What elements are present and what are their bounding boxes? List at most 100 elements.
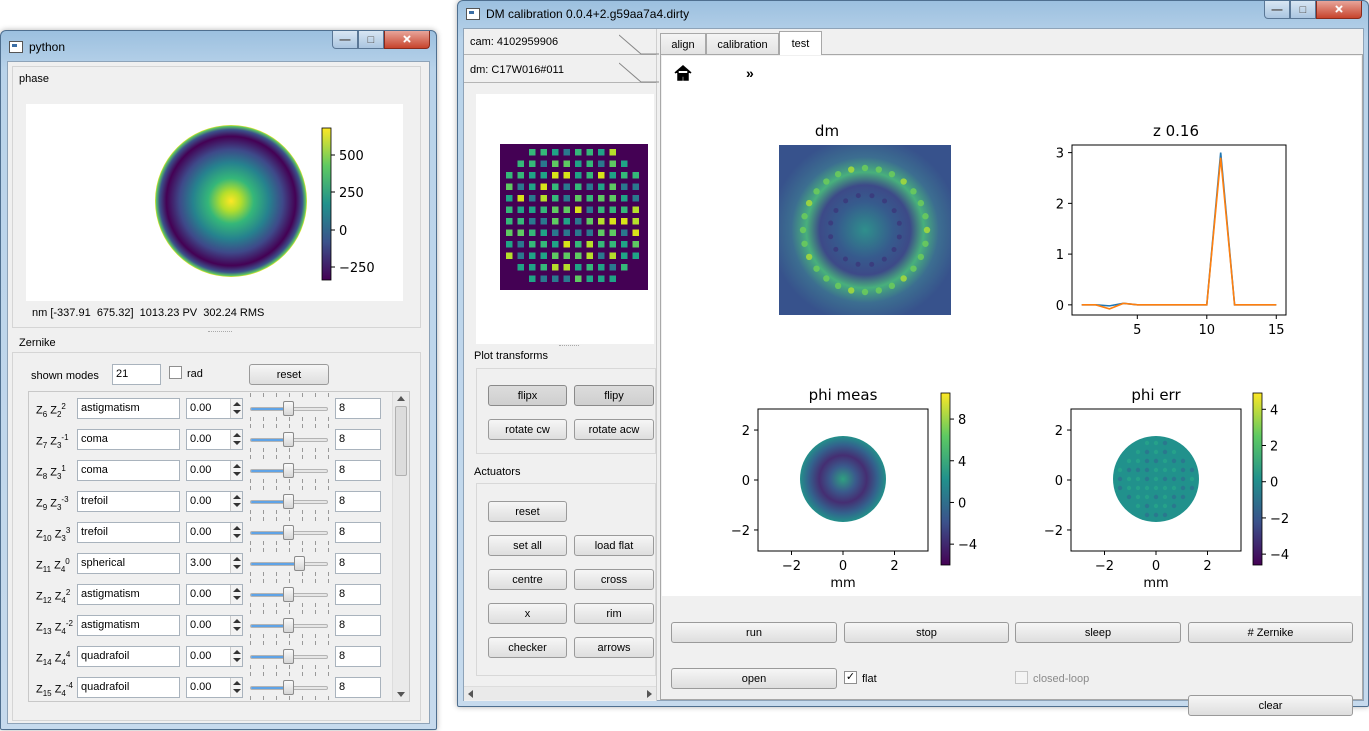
spin-arrows-icon[interactable] (230, 616, 242, 635)
flat-checkbox[interactable]: ✓ (844, 671, 857, 684)
shown-modes-input[interactable]: 21 (112, 364, 161, 385)
mode-value-spinbox[interactable]: 0.00 (186, 646, 243, 667)
mode-max-input[interactable]: 8 (335, 646, 381, 667)
vertical-scrollbar[interactable] (392, 392, 409, 701)
mode-max-input[interactable]: 8 (335, 429, 381, 450)
mode-slider[interactable] (250, 525, 328, 540)
mode-value-spinbox[interactable]: 0.00 (186, 491, 243, 512)
tab-align[interactable]: align (660, 33, 706, 55)
mode-value-spinbox[interactable]: 0.00 (186, 522, 243, 543)
stop-button[interactable]: stop (844, 622, 1009, 643)
mode-slider[interactable] (250, 432, 328, 447)
slider-handle[interactable] (283, 649, 294, 664)
slider-handle[interactable] (283, 587, 294, 602)
mode-max-input[interactable]: 8 (335, 522, 381, 543)
closed-loop-checkbox[interactable] (1015, 671, 1028, 684)
maximize-button[interactable]: □ (1290, 1, 1316, 19)
scroll-right-arrow[interactable] (647, 690, 652, 698)
rotate-acw-button[interactable]: rotate acw (574, 419, 654, 440)
mode-value-spinbox[interactable]: 0.00 (186, 398, 243, 419)
sleep-button[interactable]: sleep (1015, 622, 1181, 643)
slider-handle[interactable] (283, 494, 294, 509)
close-button[interactable]: ✕ (1316, 1, 1362, 19)
mode-value-spinbox[interactable]: 0.00 (186, 615, 243, 636)
spin-arrows-icon[interactable] (230, 399, 242, 418)
mode-name-input[interactable]: coma (77, 429, 180, 450)
mode-slider[interactable] (250, 494, 328, 509)
mode-slider[interactable] (250, 401, 328, 416)
mode-max-input[interactable]: 8 (335, 584, 381, 605)
load-flat-button[interactable]: load flat (574, 535, 654, 556)
scroll-down-arrow[interactable] (397, 692, 405, 697)
close-button[interactable]: ✕ (384, 31, 430, 49)
mode-name-input[interactable]: trefoil (77, 522, 180, 543)
cross-button[interactable]: cross (574, 569, 654, 590)
mode-name-input[interactable]: astigmatism (77, 615, 180, 636)
slider-handle[interactable] (293, 556, 305, 571)
mode-value-spinbox[interactable]: 0.00 (186, 460, 243, 481)
mode-value-spinbox[interactable]: 0.00 (186, 429, 243, 450)
mode-name-input[interactable]: quadrafoil (77, 646, 180, 667)
slider-handle[interactable] (283, 432, 294, 447)
mode-name-input[interactable]: astigmatism (77, 398, 180, 419)
flipx-button[interactable]: flipx (488, 385, 567, 406)
mode-slider[interactable] (250, 618, 328, 633)
spin-arrows-icon[interactable] (230, 523, 242, 542)
home-icon[interactable] (673, 64, 693, 82)
actuators-reset-button[interactable]: reset (488, 501, 567, 522)
mode-name-input[interactable]: spherical (77, 553, 180, 574)
mode-value-spinbox[interactable]: 0.00 (186, 584, 243, 605)
reset-button[interactable]: reset (249, 364, 329, 385)
mode-slider[interactable] (250, 556, 328, 571)
spin-arrows-icon[interactable] (230, 461, 242, 480)
mode-max-input[interactable]: 8 (335, 491, 381, 512)
x-button[interactable]: x (488, 603, 567, 624)
splitter-handle[interactable] (208, 331, 232, 333)
centre-button[interactable]: centre (488, 569, 567, 590)
mode-value-spinbox[interactable]: 0.00 (186, 677, 243, 698)
scroll-left-arrow[interactable] (468, 690, 473, 698)
splitter-handle[interactable] (559, 345, 579, 346)
cam-tab[interactable]: cam: 4102959906 (464, 29, 659, 55)
mode-slider[interactable] (250, 649, 328, 664)
mode-slider[interactable] (250, 587, 328, 602)
slider-handle[interactable] (283, 680, 294, 695)
clear-button[interactable]: clear (1188, 695, 1353, 716)
spin-arrows-icon[interactable] (230, 585, 242, 604)
toolbar-more-icon[interactable]: » (746, 65, 754, 81)
flipy-button[interactable]: flipy (574, 385, 654, 406)
maximize-button[interactable]: □ (358, 31, 384, 49)
minimize-button[interactable]: — (1264, 1, 1290, 19)
mode-name-input[interactable]: trefoil (77, 491, 180, 512)
spin-arrows-icon[interactable] (230, 430, 242, 449)
horizontal-scrollbar[interactable] (464, 686, 656, 700)
dm-titlebar[interactable]: DM calibration 0.0.4+2.g59aa7a4.dirty — … (458, 1, 1368, 29)
spin-arrows-icon[interactable] (230, 678, 242, 697)
slider-handle[interactable] (283, 618, 294, 633)
rim-button[interactable]: rim (574, 603, 654, 624)
mode-max-input[interactable]: 8 (335, 677, 381, 698)
slider-handle[interactable] (283, 401, 294, 416)
scroll-up-arrow[interactable] (397, 396, 405, 401)
mode-max-input[interactable]: 8 (335, 615, 381, 636)
zernike-button[interactable]: # Zernike (1188, 622, 1353, 643)
tab-test[interactable]: test (779, 31, 822, 55)
open-button[interactable]: open (671, 668, 837, 689)
slider-handle[interactable] (283, 525, 294, 540)
spin-arrows-icon[interactable] (230, 492, 242, 511)
run-button[interactable]: run (671, 622, 837, 643)
dm-tab[interactable]: dm: C17W016#011 (464, 57, 659, 83)
spin-arrows-icon[interactable] (230, 554, 242, 573)
mode-value-spinbox[interactable]: 3.00 (186, 553, 243, 574)
mode-name-input[interactable]: astigmatism (77, 584, 180, 605)
checker-button[interactable]: checker (488, 637, 567, 658)
mode-max-input[interactable]: 8 (335, 553, 381, 574)
mode-slider[interactable] (250, 463, 328, 478)
mode-slider[interactable] (250, 680, 328, 695)
arrows-button[interactable]: arrows (574, 637, 654, 658)
mode-name-input[interactable]: coma (77, 460, 180, 481)
rad-checkbox[interactable] (169, 366, 182, 379)
mode-max-input[interactable]: 8 (335, 398, 381, 419)
mode-max-input[interactable]: 8 (335, 460, 381, 481)
python-titlebar[interactable]: python — □ ✕ (1, 31, 436, 59)
